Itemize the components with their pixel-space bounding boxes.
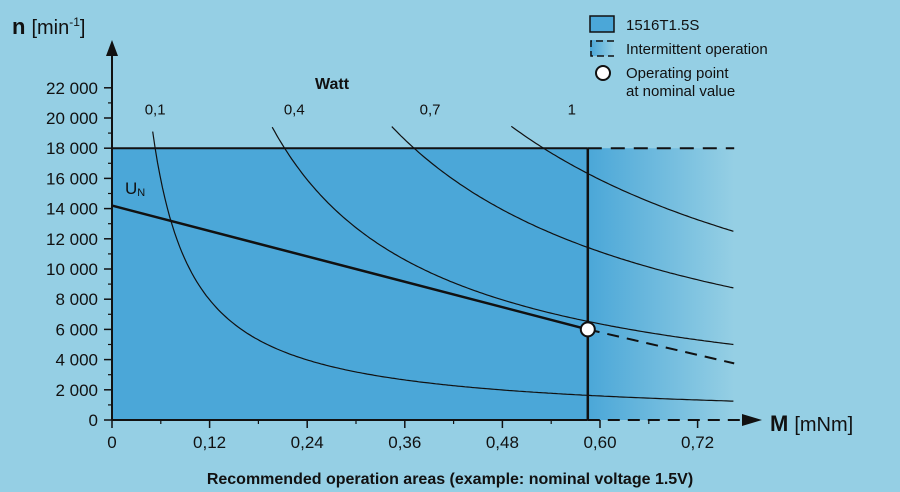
nominal-voltage-label: UN: [125, 179, 145, 199]
x-tick-label: 0,24: [291, 433, 324, 452]
legend-continuous-swatch: [589, 15, 615, 33]
y-tick-label: 8 000: [55, 290, 98, 309]
x-axis-label: M [mNm]: [770, 411, 853, 436]
watt-title: Watt: [315, 76, 350, 93]
x-tick-label: 0,72: [681, 433, 714, 452]
power-curves: 0,1 0,4 0,7 1: [145, 101, 734, 402]
y-tick-label: 20 000: [46, 109, 98, 128]
y-tick-label: 6 000: [55, 320, 98, 339]
y-tick-label: 12 000: [46, 230, 98, 249]
legend-intermittent-border: [590, 40, 614, 57]
x-tick-label: 0,60: [583, 433, 616, 452]
power-curve-label: 0,4: [284, 101, 305, 118]
power-curve-0-1: [152, 131, 734, 402]
x-tick-label: 0: [107, 433, 116, 452]
y-tick-label: 10 000: [46, 260, 98, 279]
nominal-voltage-dashed: [587, 328, 735, 365]
power-curve-0-7: [391, 126, 734, 289]
legend-operating-point-label: Operating point: [626, 65, 729, 82]
x-tick-label: 0,12: [193, 433, 226, 452]
axis-ticks: 0 2 000 4 000 6 000 8 000 10 000 12 000 14 000 1…: [46, 79, 714, 452]
power-curve-label: 0,7: [420, 101, 441, 118]
x-tick-label: 0,36: [388, 433, 421, 452]
legend-intermittent-label: Intermittent operation: [626, 41, 768, 58]
power-curve-label: 1: [568, 101, 576, 118]
legend-operating-point-symbol: [595, 65, 611, 81]
legend-intermittent-swatch: [590, 40, 614, 56]
continuous-region: [112, 148, 588, 420]
nominal-voltage-line: [111, 204, 589, 331]
intermittent-region: [587, 148, 735, 420]
y-tick-label: 0: [89, 411, 98, 430]
x-axis-arrow: [742, 414, 762, 426]
power-curve-0-4: [271, 126, 734, 346]
y-axis-label: n [min-1]: [12, 14, 85, 39]
chart-caption: Recommended operation areas (example: no…: [207, 471, 693, 488]
operating-point: [579, 321, 596, 338]
y-tick-label: 16 000: [46, 169, 98, 188]
y-axis-arrow: [106, 40, 118, 56]
legend-continuous-label: 1516T1.5S: [626, 17, 699, 34]
y-tick-label: 14 000: [46, 200, 98, 219]
power-curve-label: 0,1: [145, 101, 166, 118]
y-tick-label: 4 000: [55, 351, 98, 370]
y-tick-label: 2 000: [55, 381, 98, 400]
x-tick-label: 0,48: [486, 433, 519, 452]
y-tick-label: 18 000: [46, 139, 98, 158]
y-tick-label: 22 000: [46, 79, 98, 98]
power-curve-1: [510, 125, 734, 232]
legend-operating-point-label-2: at nominal value: [626, 83, 735, 100]
legend: 1516T1.5S Intermittent operation Operati…: [589, 15, 768, 100]
